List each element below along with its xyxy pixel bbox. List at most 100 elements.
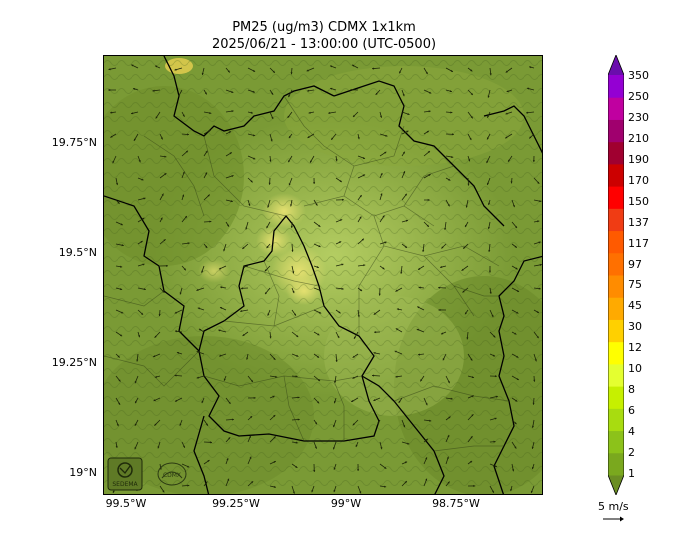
wind-vector-head (378, 293, 381, 296)
wind-vector-head (174, 399, 178, 402)
wind-vector-head (514, 446, 517, 449)
wind-vector-head (352, 423, 355, 426)
wind-vector-head (494, 375, 497, 378)
wind-vector-head (428, 110, 431, 113)
wind-vector-head (160, 217, 163, 220)
colorbar-tick-label: 2 (628, 446, 635, 460)
wind-vector-head (253, 157, 256, 160)
wind-vector-head (116, 423, 119, 427)
wind-vector-head (275, 375, 278, 378)
wind-vector-head (226, 458, 229, 461)
svg-text:CDMX: CDMX (163, 472, 181, 479)
wind-vector-head (218, 329, 221, 332)
wind-vector-head (242, 246, 245, 249)
wind-vector-head (133, 138, 136, 141)
colorbar-segment (608, 75, 624, 98)
wind-vector-head (143, 197, 146, 200)
colorbar-tick-label: 137 (628, 215, 649, 229)
colorbar-segment (608, 55, 624, 75)
wind-vector-head (395, 289, 398, 292)
colorbar-segment (608, 275, 624, 298)
wind-vector-head (205, 172, 207, 175)
municipal-boundary (283, 375, 305, 442)
wind-vector-head (428, 174, 431, 177)
wind-vector-head (316, 355, 320, 358)
wind-vector-head (227, 224, 229, 227)
wind-vector-head (201, 270, 204, 273)
wind-vector-head (441, 246, 444, 249)
wind-vector-head (154, 335, 157, 338)
wind-vector-head (142, 263, 145, 266)
wind-vector-head (338, 311, 341, 314)
wind-vector-head (157, 446, 160, 449)
wind-vector-head (512, 469, 515, 472)
wind-vector-head (196, 351, 199, 354)
wind-vector-head (446, 456, 449, 459)
wind-vector-head (272, 70, 275, 73)
wind-vector-head (465, 205, 468, 208)
wind-vector-head (362, 156, 366, 159)
wind-vector-head (187, 484, 190, 487)
wind-vector-head (394, 350, 397, 353)
wind-vector-head (429, 419, 432, 422)
y-tick-label: 19.5°N (58, 246, 97, 259)
wind-vector-head (253, 396, 256, 399)
wind-vector-head (205, 481, 208, 484)
wind-vector-head (489, 73, 492, 76)
wind-vector-head (395, 328, 398, 331)
wind-vector-head (271, 92, 274, 95)
wind-vector-head (404, 481, 407, 484)
wind-vector-head (427, 151, 430, 154)
wind-vector-head (307, 136, 310, 138)
wind-vector-head (531, 425, 534, 428)
pm25-map[interactable]: SEDEMA CDMX (103, 55, 543, 495)
wind-scale-arrow-icon (603, 516, 624, 522)
wind-vector-head (375, 92, 378, 95)
wind-vector-head (272, 395, 275, 398)
wind-vector-head (197, 307, 200, 310)
colorbar-tick-label: 250 (628, 89, 649, 103)
wind-vector-head (373, 399, 376, 401)
wind-vector-head (384, 151, 387, 154)
wind-vector-head (161, 193, 164, 196)
colorbar-segment (608, 408, 624, 432)
wind-vector-head (174, 374, 177, 377)
wind-vector-head (248, 435, 251, 438)
wind-vector-head (429, 91, 432, 94)
wind-vector-head (118, 402, 121, 405)
wind-vector-head (467, 183, 470, 186)
wind-vector-head (362, 174, 366, 177)
wind-vector-head (134, 423, 137, 426)
wind-vector-head (514, 422, 517, 425)
wind-vector-head (464, 312, 467, 315)
wind-vector-head (352, 376, 355, 379)
wind-vector-head (537, 181, 540, 184)
wind-vector-head (396, 308, 400, 311)
wind-vector-head (471, 376, 474, 379)
colorbar-segment (608, 141, 624, 165)
wind-vector-head (473, 484, 476, 488)
wind-vector-head (333, 447, 336, 450)
wind-vector-head (240, 287, 243, 290)
wind-vector-head (178, 94, 181, 97)
wind-vector-head (317, 401, 320, 404)
wind-vector-head (110, 135, 113, 138)
wind-vector-head (425, 457, 428, 460)
wind-vector-head (164, 155, 167, 158)
wind-vector-head (115, 445, 118, 448)
colorbar-tick-label: 8 (628, 383, 635, 397)
wind-vector-head (242, 333, 245, 336)
wind-vector-head (297, 396, 300, 399)
wind-vector-head (539, 263, 542, 266)
municipal-boundary (203, 135, 287, 217)
wind-vector-head (313, 470, 316, 472)
colorbar-tick-label: 210 (628, 131, 649, 145)
wind-vector-head (448, 178, 451, 181)
wind-vector-head (155, 116, 158, 119)
colorbar-segment (608, 430, 624, 454)
wind-vector-head (163, 239, 166, 242)
colorbar-segment (608, 452, 624, 476)
wind-vector-head (382, 215, 385, 218)
wind-vector-head (422, 249, 425, 252)
colorbar-tick-label: 350 (628, 68, 649, 82)
